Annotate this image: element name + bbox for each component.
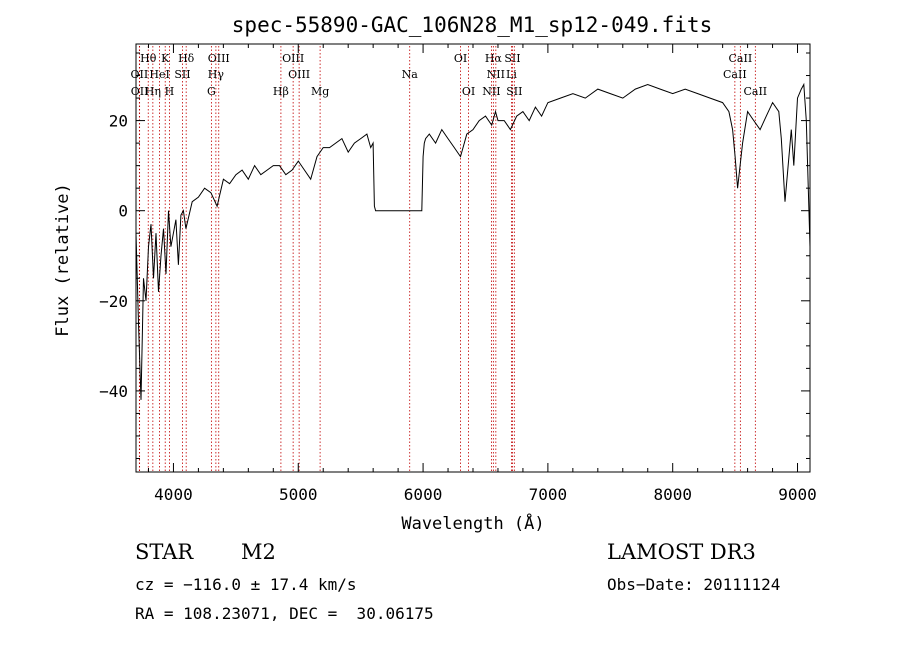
line-marker-label: OI bbox=[454, 52, 467, 65]
line-marker-label: Hγ bbox=[208, 68, 225, 81]
line-marker-label: SII bbox=[174, 68, 190, 81]
line-marker-label: Hθ bbox=[140, 52, 157, 65]
spectrum-line bbox=[135, 82, 811, 400]
x-tick-label: 5000 bbox=[279, 485, 318, 504]
object-class: STAR bbox=[135, 540, 194, 564]
x-tick-label: 9000 bbox=[778, 485, 817, 504]
line-marker-label: Mg bbox=[311, 85, 329, 98]
line-marker-label: Hα bbox=[485, 52, 503, 65]
y-tick-label: 0 bbox=[118, 202, 128, 221]
x-tick-label: 6000 bbox=[404, 485, 443, 504]
chart-title: spec-55890-GAC_106N28_M1_sp12-049.fits bbox=[232, 13, 712, 37]
line-marker-label: CaII bbox=[729, 52, 753, 65]
line-marker-label: OIII bbox=[208, 52, 230, 65]
coordinates: RA = 108.23071, DEC = 30.06175 bbox=[135, 604, 434, 623]
line-marker-label: SII bbox=[506, 85, 522, 98]
line-marker-label: HeI bbox=[149, 68, 169, 81]
line-marker-label: CaII bbox=[743, 85, 767, 98]
line-marker-label: Hβ bbox=[273, 85, 289, 98]
y-tick-label: 20 bbox=[109, 112, 128, 131]
line-marker-label: Hδ bbox=[178, 52, 195, 65]
line-marker-label: NII bbox=[482, 85, 500, 98]
observation-date: Obs−Date: 20111124 bbox=[607, 575, 781, 594]
line-marker-label: H bbox=[165, 85, 175, 98]
line-marker-label: OI bbox=[462, 85, 475, 98]
survey-name: LAMOST DR3 bbox=[607, 540, 756, 564]
x-axis: 4000 5000 6000 7000 8000 9000 bbox=[147, 44, 817, 504]
line-marker-label: Na bbox=[402, 68, 419, 81]
y-tick-label: −20 bbox=[99, 292, 128, 311]
line-marker-label: K bbox=[161, 52, 170, 65]
x-tick-label: 4000 bbox=[154, 485, 193, 504]
line-marker-label: CaII bbox=[723, 68, 747, 81]
line-marker-label: NII bbox=[487, 68, 505, 81]
y-axis: −40 −20 0 20 bbox=[99, 52, 810, 459]
line-marker-label: OIII bbox=[282, 52, 304, 65]
x-tick-label: 8000 bbox=[653, 485, 692, 504]
redshift-text: cz = −116.0 ± 17.4 km/s bbox=[135, 575, 357, 594]
line-marker-label: Li bbox=[506, 68, 517, 81]
plot-frame bbox=[135, 43, 811, 473]
x-axis-label: Wavelength (Å) bbox=[401, 512, 544, 534]
line-marker-label: SII bbox=[504, 52, 520, 65]
x-tick-label: 7000 bbox=[529, 485, 568, 504]
y-axis-label: Flux (relative) bbox=[53, 183, 73, 337]
spectrum-series bbox=[135, 82, 811, 400]
line-marker-label: G bbox=[207, 85, 216, 98]
line-marker-label: OIII bbox=[288, 68, 310, 81]
y-tick-label: −40 bbox=[99, 382, 128, 401]
line-marker-label: OII bbox=[131, 85, 149, 98]
object-subclass: M2 bbox=[241, 540, 276, 564]
line-marker-label: Hη bbox=[145, 85, 161, 98]
